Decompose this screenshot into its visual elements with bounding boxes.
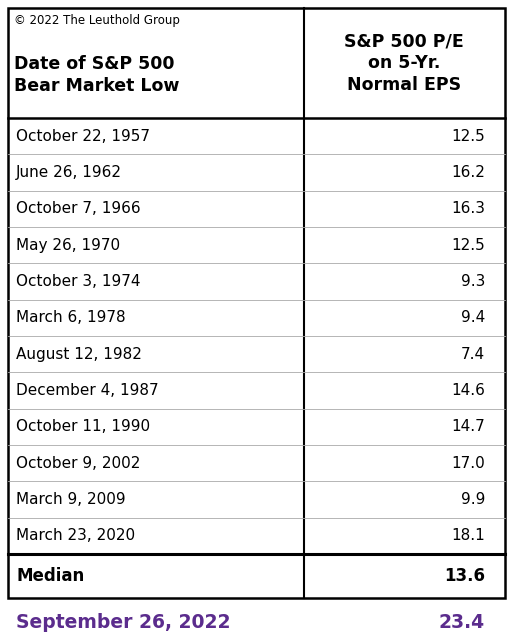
Text: 18.1: 18.1 (451, 529, 485, 543)
Text: October 9, 2002: October 9, 2002 (16, 456, 141, 470)
Text: 12.5: 12.5 (451, 129, 485, 143)
Text: © 2022 The Leuthold Group: © 2022 The Leuthold Group (14, 14, 180, 27)
Text: October 3, 1974: October 3, 1974 (16, 274, 141, 289)
Text: October 22, 1957: October 22, 1957 (16, 129, 150, 143)
Text: 13.6: 13.6 (444, 567, 485, 585)
Text: 14.6: 14.6 (451, 383, 485, 398)
Text: 7.4: 7.4 (461, 347, 485, 362)
Text: December 4, 1987: December 4, 1987 (16, 383, 159, 398)
Text: October 7, 1966: October 7, 1966 (16, 202, 141, 216)
Text: 16.2: 16.2 (451, 165, 485, 180)
Text: March 9, 2009: March 9, 2009 (16, 492, 126, 507)
Text: 14.7: 14.7 (451, 419, 485, 435)
Text: 17.0: 17.0 (451, 456, 485, 470)
Text: August 12, 1982: August 12, 1982 (16, 347, 142, 362)
Text: Median: Median (16, 567, 84, 585)
Text: 9.3: 9.3 (461, 274, 485, 289)
Text: 16.3: 16.3 (451, 202, 485, 216)
Text: 9.4: 9.4 (461, 310, 485, 325)
Text: March 6, 1978: March 6, 1978 (16, 310, 126, 325)
Text: 9.9: 9.9 (461, 492, 485, 507)
Text: October 11, 1990: October 11, 1990 (16, 419, 150, 435)
Text: May 26, 1970: May 26, 1970 (16, 237, 120, 253)
Text: March 23, 2020: March 23, 2020 (16, 529, 135, 543)
Text: June 26, 1962: June 26, 1962 (16, 165, 122, 180)
Text: 12.5: 12.5 (451, 237, 485, 253)
Text: Date of S&P 500
Bear Market Low: Date of S&P 500 Bear Market Low (14, 55, 180, 95)
Text: 23.4: 23.4 (439, 612, 485, 632)
Text: S&P 500 P/E
on 5-Yr.
Normal EPS: S&P 500 P/E on 5-Yr. Normal EPS (345, 33, 464, 93)
Text: September 26, 2022: September 26, 2022 (16, 612, 230, 632)
